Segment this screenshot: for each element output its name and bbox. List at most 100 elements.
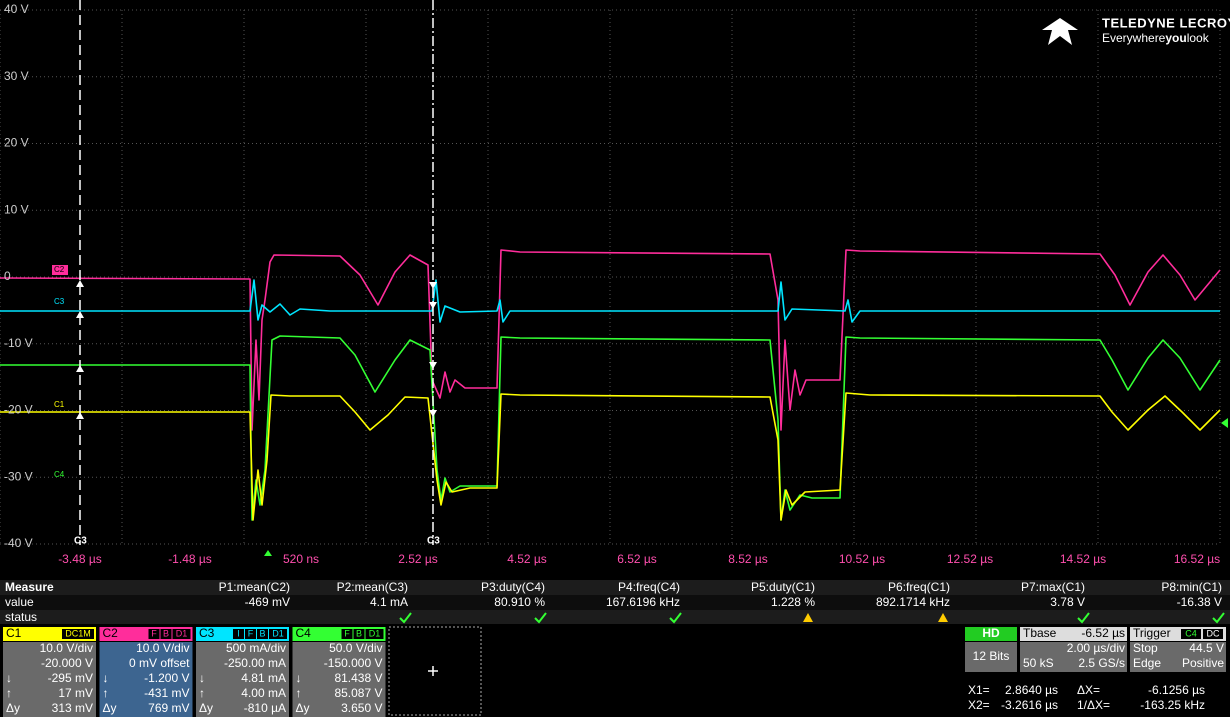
trigger-marker bbox=[264, 550, 272, 556]
channel-cursor-symbol: ↑ bbox=[6, 686, 12, 700]
trigger-box[interactable]: Trigger C4 DC Stop 44.5 V Edge Positive bbox=[1130, 626, 1226, 672]
trigger-setting: Edge bbox=[1133, 656, 1161, 670]
x-axis-label: 6.52 µs bbox=[617, 552, 657, 566]
channel-cursor-value: -295 mV bbox=[48, 671, 93, 685]
tagline-part: Everywhere bbox=[1102, 31, 1166, 45]
channel-cursor-value: -810 µA bbox=[244, 701, 286, 715]
channel-cursor-value: 3.650 V bbox=[341, 701, 382, 715]
status-warning bbox=[938, 613, 948, 622]
measure-value: -16.38 V bbox=[1177, 595, 1222, 609]
y-axis-label: -30 V bbox=[4, 469, 33, 483]
trigger-badge-bg bbox=[1203, 629, 1223, 639]
measure-header: P4:freq(C4) bbox=[618, 580, 680, 594]
cursor-readout: -6.1256 µs bbox=[1148, 683, 1205, 697]
cursor-arrow bbox=[76, 280, 84, 419]
measure-header: P3:duty(C4) bbox=[481, 580, 545, 594]
channel-setting: -250.00 mA bbox=[224, 656, 286, 670]
channel-cursor-symbol: Δy bbox=[6, 701, 20, 715]
timebase-delay: -6.52 µs bbox=[1081, 626, 1125, 640]
cursor-arrows bbox=[76, 280, 437, 419]
channel-badge: F bbox=[344, 628, 350, 638]
timebase-setting: 2.5 GS/s bbox=[1078, 656, 1125, 670]
measure-value: -469 mV bbox=[245, 595, 290, 609]
measure-value: 80.910 % bbox=[494, 595, 545, 609]
channel-cursor-value: 4.00 mA bbox=[241, 686, 286, 700]
channel-badge: B bbox=[356, 628, 362, 638]
channel-name: C4 bbox=[296, 626, 312, 640]
timebase-title: Tbase bbox=[1023, 626, 1057, 640]
y-axis-label: 0 bbox=[4, 269, 11, 283]
y-axis-label: -40 V bbox=[4, 536, 33, 550]
channel-setting: 10.0 V/div bbox=[136, 641, 189, 655]
measure-value: 4.1 mA bbox=[370, 595, 408, 609]
channel-setting: 0 mV offset bbox=[129, 656, 190, 670]
cursor-readout: -163.25 kHz bbox=[1140, 698, 1205, 712]
status-ok bbox=[1077, 612, 1090, 624]
x-axis-label: 14.52 µs bbox=[1060, 552, 1106, 566]
channel-box[interactable]: C1 DC1M 10.0 V/div-20.000 V ↓ -295 mV ↑ 17 mV Δ… bbox=[3, 626, 96, 717]
trace-c2 bbox=[0, 249, 1221, 431]
channel-body-bg bbox=[99, 642, 193, 717]
channel-body-bg bbox=[292, 642, 386, 717]
x-axis-label: -1.48 µs bbox=[168, 552, 212, 566]
measure-value: 1.228 % bbox=[771, 595, 815, 609]
trace-label: C4 bbox=[54, 470, 65, 479]
logo-brand: TELEDYNE LECROY bbox=[1102, 15, 1230, 30]
trigger-badge: C4 bbox=[1185, 628, 1197, 638]
channel-box[interactable]: C4 D1 BF 50.0 V/div-150.000 V ↓ 81.438 V ↑ 85.0… bbox=[292, 626, 386, 717]
trigger-title: Trigger bbox=[1133, 626, 1171, 640]
measure-header: P1:mean(C2) bbox=[219, 580, 290, 594]
channel-cursor-value: 85.087 V bbox=[334, 686, 382, 700]
measure-value: 892.1714 kHz bbox=[876, 595, 950, 609]
y-axis-label: -10 V bbox=[4, 336, 33, 350]
measure-header: P6:freq(C1) bbox=[888, 580, 950, 594]
measure-value: 3.78 V bbox=[1050, 595, 1085, 609]
channel-badge: B bbox=[259, 628, 265, 638]
x-axis-label: 12.52 µs bbox=[947, 552, 993, 566]
cursor-readout: ΔX= bbox=[1077, 683, 1100, 697]
x-axis-label: 10.52 µs bbox=[839, 552, 885, 566]
status-ok bbox=[534, 612, 547, 624]
channel-cursor-value: 81.438 V bbox=[334, 671, 382, 685]
channel-cursor-value: -431 mV bbox=[144, 686, 189, 700]
measure-header-bg bbox=[0, 580, 1230, 595]
channel-setting: 500 mA/div bbox=[226, 641, 286, 655]
measure-row-bg bbox=[0, 595, 1230, 610]
x-axis-label: 520 ns bbox=[283, 552, 319, 566]
channel-box[interactable]: C3 D1 BFI 500 mA/div-250.00 mA ↓ 4.81 mA ↑ 4.00… bbox=[196, 626, 289, 717]
channel-cursor-symbol: Δy bbox=[103, 701, 117, 715]
y-axis-label: -20 V bbox=[4, 403, 33, 417]
tagline-part: you bbox=[1165, 31, 1186, 45]
trigger-setting: Positive bbox=[1182, 656, 1224, 670]
graticule bbox=[0, 9, 1221, 545]
logo: TELEDYNE LECROY Everywhereyoulook bbox=[1042, 15, 1230, 45]
cursor-readout: X2= bbox=[968, 698, 990, 712]
trigger-body-bg bbox=[1130, 642, 1226, 672]
channel-badge: B bbox=[163, 628, 169, 638]
measure-header: P8:min(C1) bbox=[1161, 580, 1222, 594]
channel-cursor-symbol: ↑ bbox=[103, 686, 109, 700]
channel-cursor-symbol: ↓ bbox=[6, 671, 12, 685]
channel-body-bg bbox=[196, 642, 289, 717]
channel-badge-bg bbox=[233, 629, 244, 639]
channel-cursor-value: -1.200 V bbox=[144, 671, 189, 685]
trigger-setting: Stop bbox=[1133, 641, 1158, 655]
x-axis-label: 2.52 µs bbox=[398, 552, 438, 566]
channel-badge-bg bbox=[365, 629, 384, 639]
channel-badge: I bbox=[237, 628, 240, 638]
channel-cursor-symbol: ↓ bbox=[103, 671, 109, 685]
x-axis-label: 8.52 µs bbox=[728, 552, 768, 566]
trace-c1 bbox=[0, 392, 1221, 521]
channel-cursor-symbol: Δy bbox=[296, 701, 310, 715]
channel-name: C3 bbox=[199, 626, 215, 640]
channel-cursor-symbol: ↓ bbox=[199, 671, 205, 685]
timebase-box[interactable]: Tbase -6.52 µs2.00 µs/div 50 kS 2.5 GS/s bbox=[1020, 626, 1127, 672]
channel-badge-bg bbox=[62, 629, 94, 639]
measure-header: P5:duty(C1) bbox=[751, 580, 815, 594]
add-channel-box[interactable] bbox=[388, 626, 482, 716]
cursor-label: C3 bbox=[427, 536, 440, 547]
measure-row-label: status bbox=[5, 610, 37, 624]
status-warning bbox=[803, 613, 813, 622]
